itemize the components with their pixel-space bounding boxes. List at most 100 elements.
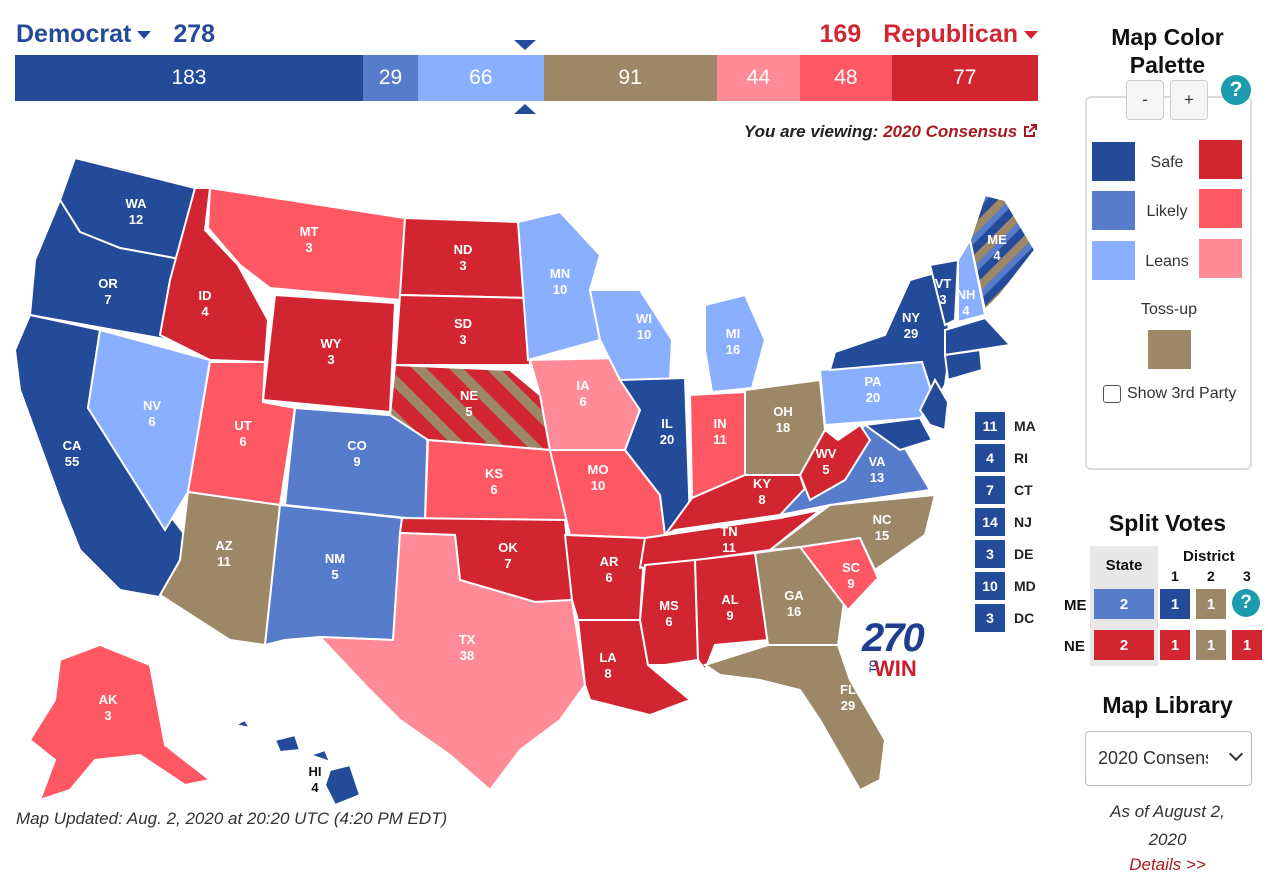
third-party-label[interactable]: Show 3rd Party [1127, 385, 1237, 402]
small-state-row: 3 DE [975, 538, 1036, 570]
chevron-down-icon[interactable] [1228, 746, 1244, 762]
state-CT-map[interactable] [943, 348, 984, 382]
state-AZ[interactable] [158, 490, 282, 647]
logo-win: TO WIN [862, 658, 932, 680]
palette-box [1085, 96, 1252, 470]
small-state-box-DE[interactable]: 3 [975, 540, 1005, 568]
ev-segment-tossup[interactable]: 91 [543, 55, 717, 101]
small-state-label: NJ [1014, 514, 1032, 530]
small-states-list: 11 MA 4 RI 7 CT 14 NJ 3 DE 10 MD 3 DC [975, 410, 1036, 634]
ne-district-1-box[interactable]: 1 [1160, 630, 1190, 660]
small-state-box-MD[interactable]: 10 [975, 572, 1005, 600]
ne-district-3-box[interactable]: 1 [1232, 630, 1262, 660]
270-marker-bottom-icon [514, 104, 536, 114]
me-district-1-box[interactable]: 1 [1160, 589, 1190, 619]
state-FL[interactable] [702, 644, 887, 792]
democrat-dropdown-icon[interactable] [137, 31, 152, 40]
details-link[interactable]: Details >> [1129, 855, 1206, 874]
me-state-box[interactable]: 2 [1094, 589, 1154, 619]
state-TX[interactable] [317, 531, 587, 792]
state-AK[interactable] [28, 643, 213, 802]
small-state-box-NJ[interactable]: 14 [975, 508, 1005, 536]
leans-label: Leans [1145, 253, 1189, 270]
checkbox-icon[interactable] [1103, 385, 1121, 403]
me-district-2-box[interactable]: 1 [1196, 589, 1226, 619]
state-ND[interactable] [398, 216, 530, 300]
swatch-likely-r[interactable] [1199, 189, 1242, 228]
state-AR[interactable] [563, 533, 647, 621]
palette-help-icon[interactable]: ? [1221, 75, 1251, 105]
viewing-prefix: You are viewing: [743, 122, 879, 141]
ev-segment-safe-r[interactable]: 77 [891, 55, 1038, 101]
map-library-select[interactable]: 2020 Consensus [1085, 731, 1252, 786]
ne-state-box[interactable]: 2 [1094, 630, 1154, 660]
state-NV[interactable] [86, 328, 212, 532]
swatch-leans-d[interactable] [1092, 241, 1135, 280]
small-state-label: DE [1014, 546, 1034, 562]
small-state-label: RI [1014, 450, 1028, 466]
split-state-header: State [1105, 557, 1143, 574]
state-MD-map[interactable] [862, 416, 934, 452]
small-state-label: CT [1014, 482, 1033, 498]
small-state-row: 3 DC [975, 602, 1036, 634]
small-state-box-MA[interactable]: 11 [975, 412, 1005, 440]
small-state-label: DC [1014, 610, 1035, 626]
ev-segment-safe-d[interactable]: 183 [15, 55, 363, 101]
ne-district-2-box[interactable]: 1 [1196, 630, 1226, 660]
map-library-title: Map Library [1102, 692, 1233, 718]
state-WY[interactable] [261, 293, 397, 414]
ev-segment-leans-r[interactable]: 44 [716, 55, 801, 101]
show-third-party-checkbox[interactable]: Show 3rd Party [1103, 385, 1236, 403]
state-VT[interactable] [928, 258, 960, 327]
270towin-logo[interactable]: 270 TO WIN [862, 618, 932, 680]
palette-minus-button[interactable]: - [1126, 80, 1164, 120]
small-state-box-CT[interactable]: 7 [975, 476, 1005, 504]
democrat-header[interactable]: Democrat 278 [16, 20, 215, 49]
viewing-map-link[interactable]: 2020 Consensus [883, 122, 1038, 141]
viewing-map-name[interactable]: 2020 Consensus [883, 122, 1018, 141]
republican-header[interactable]: 169 Republican [820, 20, 1038, 49]
state-MN[interactable] [516, 210, 602, 362]
state-KS[interactable] [423, 438, 572, 524]
swatch-safe-d[interactable] [1092, 142, 1135, 181]
ev-segment-leans-d[interactable]: 66 [418, 55, 544, 101]
state-NJ-map[interactable] [918, 377, 950, 432]
district-number: 2 [1207, 568, 1215, 584]
ev-segment-likely-d[interactable]: 29 [362, 55, 419, 101]
state-NH[interactable] [957, 237, 987, 324]
democrat-label[interactable]: Democrat [16, 20, 132, 48]
state-WV[interactable] [798, 423, 872, 502]
safe-label: Safe [1150, 154, 1184, 171]
state-TN[interactable] [638, 509, 821, 570]
state-MS[interactable] [638, 558, 700, 666]
swatch-safe-r[interactable] [1199, 140, 1242, 179]
state-ID[interactable] [158, 187, 270, 364]
state-MI[interactable] [704, 293, 767, 394]
republican-label[interactable]: Republican [883, 20, 1018, 48]
as-of-text: As of August 2, 2020 [1110, 802, 1225, 849]
state-PA[interactable] [818, 360, 937, 427]
swatch-tossup[interactable] [1148, 330, 1191, 369]
small-state-box-RI[interactable]: 4 [975, 444, 1005, 472]
map-library-selected[interactable]: 2020 Consensus [1098, 748, 1208, 768]
small-state-row: 11 MA [975, 410, 1036, 442]
tossup-label: Toss-up [1140, 301, 1198, 318]
swatch-leans-r[interactable] [1199, 239, 1242, 278]
split-votes-help-icon[interactable]: ? [1232, 589, 1260, 617]
republican-dropdown-icon[interactable] [1024, 31, 1038, 40]
ev-segment-likely-r[interactable]: 48 [800, 55, 892, 101]
swatch-likely-d[interactable] [1092, 191, 1135, 230]
external-link-icon[interactable] [1022, 123, 1038, 139]
electoral-vote-bar: 183 29 66 91 44 48 77 [15, 55, 1038, 101]
state-NM[interactable] [263, 503, 404, 647]
state-ME[interactable] [968, 193, 1037, 313]
state-HI[interactable] [231, 718, 362, 807]
state-MA-map[interactable] [944, 316, 1013, 357]
state-SD[interactable] [393, 293, 532, 366]
palette-plus-button[interactable]: + [1170, 80, 1208, 120]
small-state-row: 4 RI [975, 442, 1036, 474]
state-ev-HI: 4 [311, 780, 319, 795]
state-IL[interactable] [618, 376, 692, 537]
us-electoral-map: WA12OR7CA55NV6ID4MT3WY3UT6AZ11CO9NM5ND3S… [13, 156, 1037, 807]
small-state-box-DC[interactable]: 3 [975, 604, 1005, 632]
